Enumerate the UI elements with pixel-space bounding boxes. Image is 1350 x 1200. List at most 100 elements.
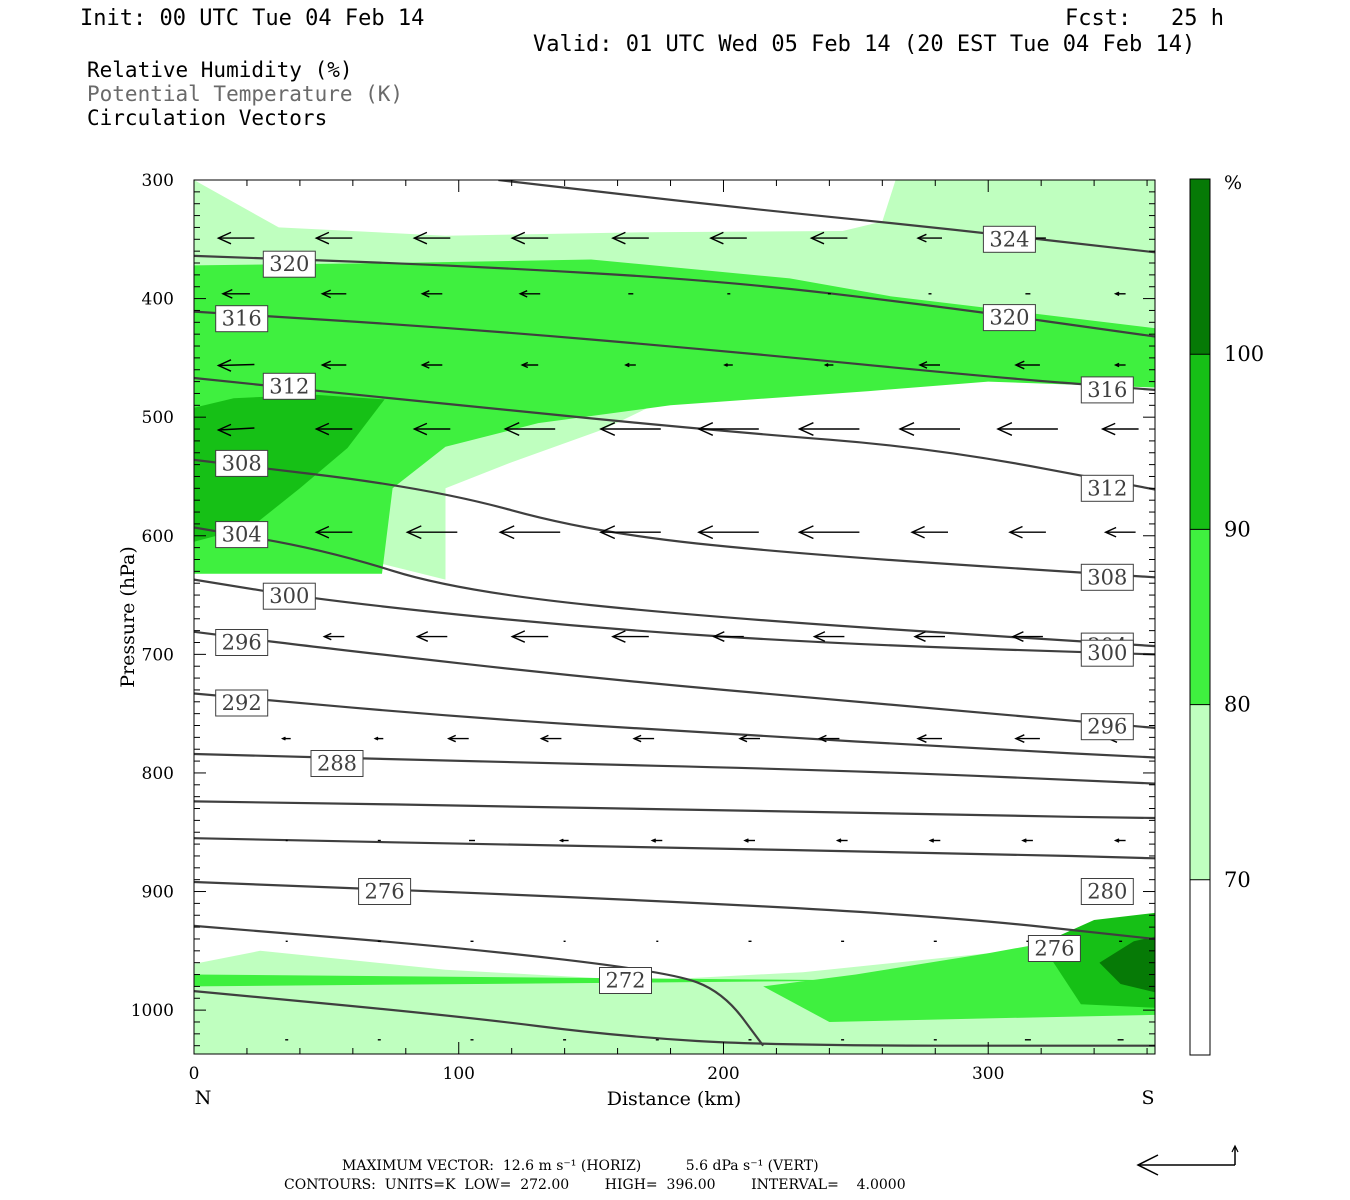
circulation-vector: [539, 734, 562, 743]
circulation-vector: [221, 288, 250, 299]
circulation-vector: [632, 734, 655, 743]
contour-label-box-272: [599, 967, 652, 994]
contour-label-312-b: 312: [1087, 476, 1127, 500]
contour-label-320: 320: [269, 252, 309, 276]
circulation-vector: [558, 838, 569, 843]
contour-label-296-b: 296: [1087, 715, 1127, 739]
contour-label-272: 272: [605, 969, 645, 993]
circulation-vector: [1008, 525, 1046, 539]
contour-label-box-320: [262, 250, 316, 278]
contour-label-box-288: [310, 750, 364, 777]
contour-label-box-324: [982, 225, 1036, 253]
circulation-vector: [797, 525, 860, 540]
contour-label-box-312: [262, 372, 316, 400]
axes: 0 100 200 300 300 400 500 600 700 800 900 1000: [131, 171, 1155, 1084]
circulation-vector: [697, 422, 759, 436]
circulation-vector: [611, 630, 649, 643]
circulation-vector: [420, 290, 443, 298]
y-tick-label: 1000: [131, 1001, 174, 1021]
colorbar-unit: %: [1224, 172, 1242, 194]
circulation-vector: [809, 231, 848, 245]
circulation-vector: [498, 525, 561, 540]
valid-time: Valid: 01 UTC Wed 05 Feb 14 (20 EST Tue …: [533, 32, 1196, 57]
y-tick-label: 600: [142, 527, 174, 547]
y-tick-label: 300: [142, 171, 174, 191]
contour-label-box-304: [215, 521, 269, 549]
contour-label-280: 280: [1087, 880, 1127, 904]
circulation-vector: [723, 363, 733, 367]
x-tick-label: 0: [189, 1064, 200, 1084]
circulation-vector: [216, 231, 255, 245]
rh-region-80-3: [194, 974, 883, 987]
contour-label-308: 308: [222, 451, 262, 475]
circulation-vector: [216, 423, 255, 437]
contour-label-box-276: [358, 878, 412, 905]
contours-note: CONTOURS: UNITS=K LOW= 272.00 HIGH= 396.…: [284, 1177, 906, 1193]
contour-label-288: 288: [317, 752, 357, 776]
circulation-vectors: [216, 231, 1139, 1041]
legend-potential-temperature: Potential Temperature (K): [87, 82, 404, 106]
contour-label-316-b: 316: [1087, 378, 1127, 402]
circulation-vector: [996, 422, 1058, 436]
contour-label-box-316: [215, 305, 269, 333]
legend-relative-humidity: Relative Humidity (%): [87, 58, 353, 82]
theta-contour-296: [194, 630, 1155, 729]
circulation-vector: [650, 838, 663, 843]
contour-label-box-308: [215, 449, 269, 477]
circulation-vector: [913, 631, 945, 642]
circulation-vector: [405, 525, 458, 540]
contour-labels: 3243203203163163123123083083043043003002…: [215, 225, 1134, 994]
colorbar-frame: [1189, 178, 1211, 1056]
circulation-vector: [520, 361, 539, 369]
rh-region-80-2: [194, 259, 1155, 574]
colorbar-level-label: 90: [1224, 517, 1251, 541]
circulation-vector: [910, 525, 948, 539]
contour-label-box-296: [215, 629, 269, 656]
north-label: N: [195, 1087, 212, 1109]
contour-label-308-b: 308: [1087, 565, 1127, 589]
circulation-vector: [898, 422, 960, 436]
rh-region-90-5: [194, 394, 385, 542]
y-axis-label: Pressure (hPa): [117, 546, 139, 688]
circulation-vector: [280, 736, 291, 741]
contour-label-box-292: [215, 689, 269, 717]
circulation-vector: [412, 422, 451, 436]
circulation-vector: [916, 233, 942, 243]
init-time: Init: 00 UTC Tue 04 Feb 14: [80, 6, 425, 31]
circulation-vector: [817, 734, 840, 743]
circulation-vector: [415, 631, 448, 642]
colorbar: 70 80 90 100: [1189, 178, 1264, 1056]
circulation-vector: [835, 838, 848, 843]
circulation-vector: [624, 362, 636, 368]
y-tick-label: 400: [142, 290, 174, 310]
circulation-vector: [928, 838, 941, 843]
circulation-vector: [743, 838, 755, 843]
contour-label-296: 296: [222, 631, 262, 655]
circulation-vector: [446, 734, 469, 743]
theta-contour-268: [194, 990, 1155, 1047]
contour-label-box-312-b: [1080, 474, 1134, 502]
circulation-vector: [916, 734, 942, 743]
circulation-vector: [823, 363, 834, 367]
south-label: S: [1141, 1087, 1154, 1109]
forecast-hour: Fcst: 25 h: [1065, 6, 1224, 31]
circulation-vector: [510, 231, 549, 245]
theta-contour-272: [194, 924, 765, 1047]
circulation-vector: [697, 525, 759, 540]
contour-label-324: 324: [989, 227, 1029, 251]
contour-label-box-300: [262, 582, 316, 610]
circulation-vector: [314, 231, 353, 245]
theta-contour-300: [194, 578, 1155, 656]
contour-label-box-300-b: [1080, 639, 1134, 667]
legend-circulation-vectors: Circulation Vectors: [87, 106, 328, 130]
circulation-vector: [322, 632, 345, 641]
theta-contour-284: [194, 800, 1155, 820]
circulation-vector: [518, 290, 541, 298]
colorbar-level-label: 100: [1224, 342, 1264, 366]
y-tick-label: 700: [142, 645, 174, 665]
x-tick-label: 200: [707, 1064, 739, 1084]
colorbar-level-label: 80: [1224, 693, 1251, 717]
contour-label-316: 316: [222, 307, 262, 331]
rh-region-100-7: [1099, 936, 1155, 993]
circulation-vector: [420, 361, 443, 369]
